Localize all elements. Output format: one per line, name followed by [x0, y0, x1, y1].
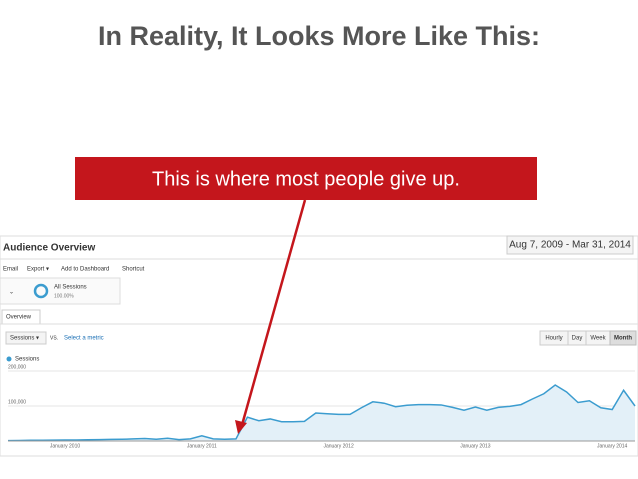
callout-box: [75, 157, 537, 200]
plot: Sessions 100,000 200,000 January 2010 Januar…: [6, 356, 636, 449]
gran-label[interactable]: Day: [572, 336, 583, 342]
callout-text: This is where most people give up.: [152, 168, 460, 190]
vs: VS.: [50, 335, 58, 341]
metric[interactable]: Sessions ▾: [10, 336, 39, 342]
segment-name: All Sessions: [54, 285, 87, 291]
date-range[interactable]: Aug 7, 2009 - Mar 31, 2014: [509, 240, 631, 251]
x-tick-label: January 2011: [187, 443, 217, 449]
segment-share: 100.00%: [54, 293, 74, 299]
ui-heading: Audience Overview: [3, 243, 95, 254]
toolbar-item[interactable]: Export ▾: [27, 267, 49, 273]
toolbar-item[interactable]: Add to Dashboard: [61, 267, 109, 273]
toolbar-item[interactable]: Shortcut: [122, 267, 145, 273]
metric-select[interactable]: [5, 331, 47, 345]
legend-label: Sessions: [15, 357, 39, 363]
gran-label[interactable]: Week: [590, 336, 606, 342]
y-tick-label: 100,000: [8, 399, 26, 405]
slide-title: In Reality, It Looks More Like This:: [98, 21, 540, 51]
y-tick-label: 200,000: [8, 364, 26, 370]
toolbar-item[interactable]: Email: [3, 267, 18, 273]
gran-label[interactable]: Month: [614, 336, 632, 342]
chevron[interactable]: ⌄: [9, 290, 14, 296]
date-box[interactable]: [506, 235, 634, 255]
legend-dot: [6, 356, 12, 362]
x-tick-label: January 2013: [460, 443, 491, 449]
x-tick-label: January 2012: [323, 443, 354, 449]
arrow: [240, 199, 307, 426]
arrow-head: [235, 420, 247, 434]
line: [7, 384, 636, 442]
segment-box[interactable]: [0, 277, 121, 305]
gran-label[interactable]: Hourly: [545, 336, 562, 342]
select-metric[interactable]: Select a metric: [64, 336, 104, 342]
gran-button[interactable]: [609, 330, 637, 346]
area: [8, 385, 635, 441]
x-tick-label: January 2014: [597, 443, 628, 449]
x-tick-label: January 2010: [50, 443, 81, 449]
granularity: Hourly Day Week Month: [539, 330, 637, 346]
segment-icon: [33, 283, 49, 299]
tab-label[interactable]: Overview: [6, 315, 32, 321]
